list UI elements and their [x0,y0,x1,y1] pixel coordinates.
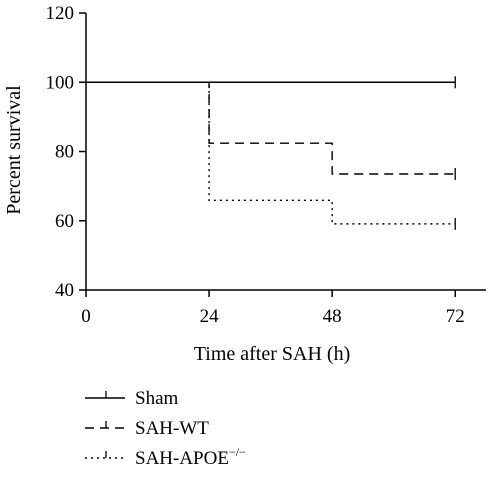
y-axis-label: Percent survival [3,85,25,215]
y-tick-label: 60 [55,211,74,232]
series-layer [86,76,456,230]
x-tick-label: 48 [323,306,342,327]
y-tick-label: 120 [46,3,75,24]
legend-label-1: SAH-WT [135,418,209,439]
x-tick-label: 24 [200,306,220,327]
y-tick-label: 80 [55,142,74,163]
legend-label-0: Sham [135,388,179,409]
x-tick-label: 72 [446,306,465,327]
x-tick-label: 0 [81,306,91,327]
series-line-2 [86,81,456,225]
legend-label-2: SAH-APOE−/− [135,445,246,469]
y-tick-label: 100 [46,72,75,93]
series-line-1 [86,81,456,175]
axes: 40 60 80 100 120 0 24 48 72 [46,3,486,327]
legend: Sham SAH-WT SAH-APOE−/− [85,388,246,469]
y-tick-label: 40 [55,280,74,301]
x-axis-label: Time after SAH (h) [194,343,350,365]
